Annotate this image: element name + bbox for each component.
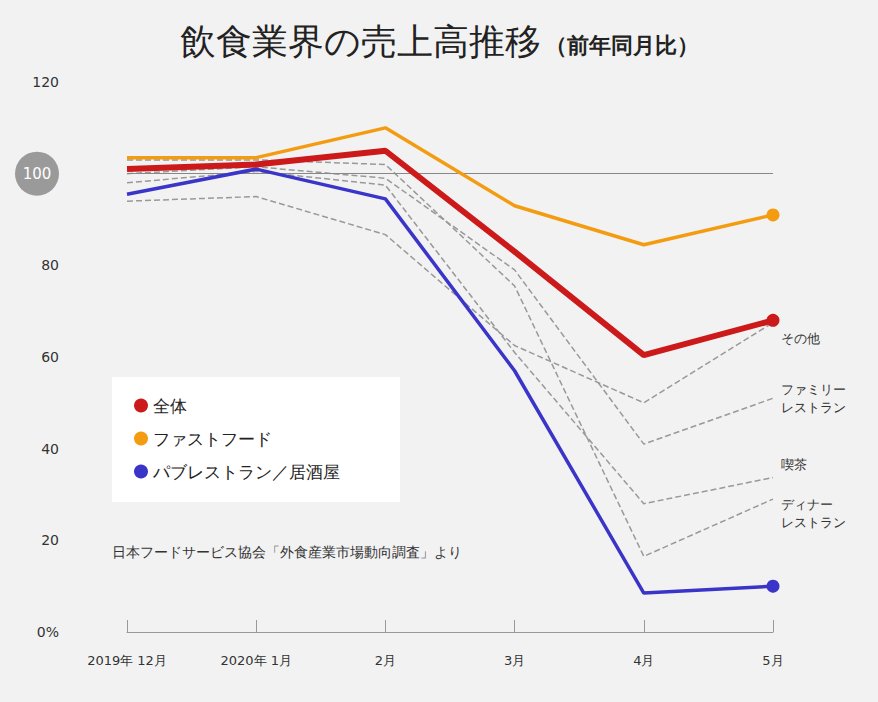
svg-text:40: 40 (41, 441, 59, 457)
svg-text:パブレストラン／居酒屋: パブレストラン／居酒屋 (152, 462, 340, 482)
svg-text:レストラン: レストラン (781, 515, 846, 530)
svg-text:飲食業界の売上高推移: 飲食業界の売上高推移 (180, 21, 541, 62)
svg-text:その他: その他 (781, 331, 820, 346)
svg-text:ファストフード: ファストフード (153, 429, 272, 449)
svg-text:ディナー: ディナー (781, 497, 833, 512)
svg-text:60: 60 (41, 349, 59, 365)
svg-text:5月: 5月 (762, 653, 783, 668)
svg-text:20: 20 (41, 532, 59, 548)
svg-text:0%: 0% (37, 624, 59, 640)
svg-text:100: 100 (23, 165, 52, 183)
svg-text:2月: 2月 (375, 653, 396, 668)
svg-text:レストラン: レストラン (781, 400, 846, 415)
svg-text:4月: 4月 (633, 653, 654, 668)
svg-text:（前年同月比）: （前年同月比） (545, 33, 699, 58)
svg-text:日本フードサービス協会「外食産業市場動向調査」より: 日本フードサービス協会「外食産業市場動向調査」より (112, 544, 462, 560)
svg-text:ファミリー: ファミリー (781, 382, 846, 397)
svg-text:全体: 全体 (153, 396, 187, 416)
svg-text:3月: 3月 (504, 653, 525, 668)
svg-text:80: 80 (41, 257, 59, 273)
svg-text:2019年 12月: 2019年 12月 (87, 653, 167, 668)
svg-text:120: 120 (32, 74, 59, 90)
svg-text:喫茶: 喫茶 (781, 457, 807, 472)
svg-text:2020年 1月: 2020年 1月 (220, 653, 292, 668)
